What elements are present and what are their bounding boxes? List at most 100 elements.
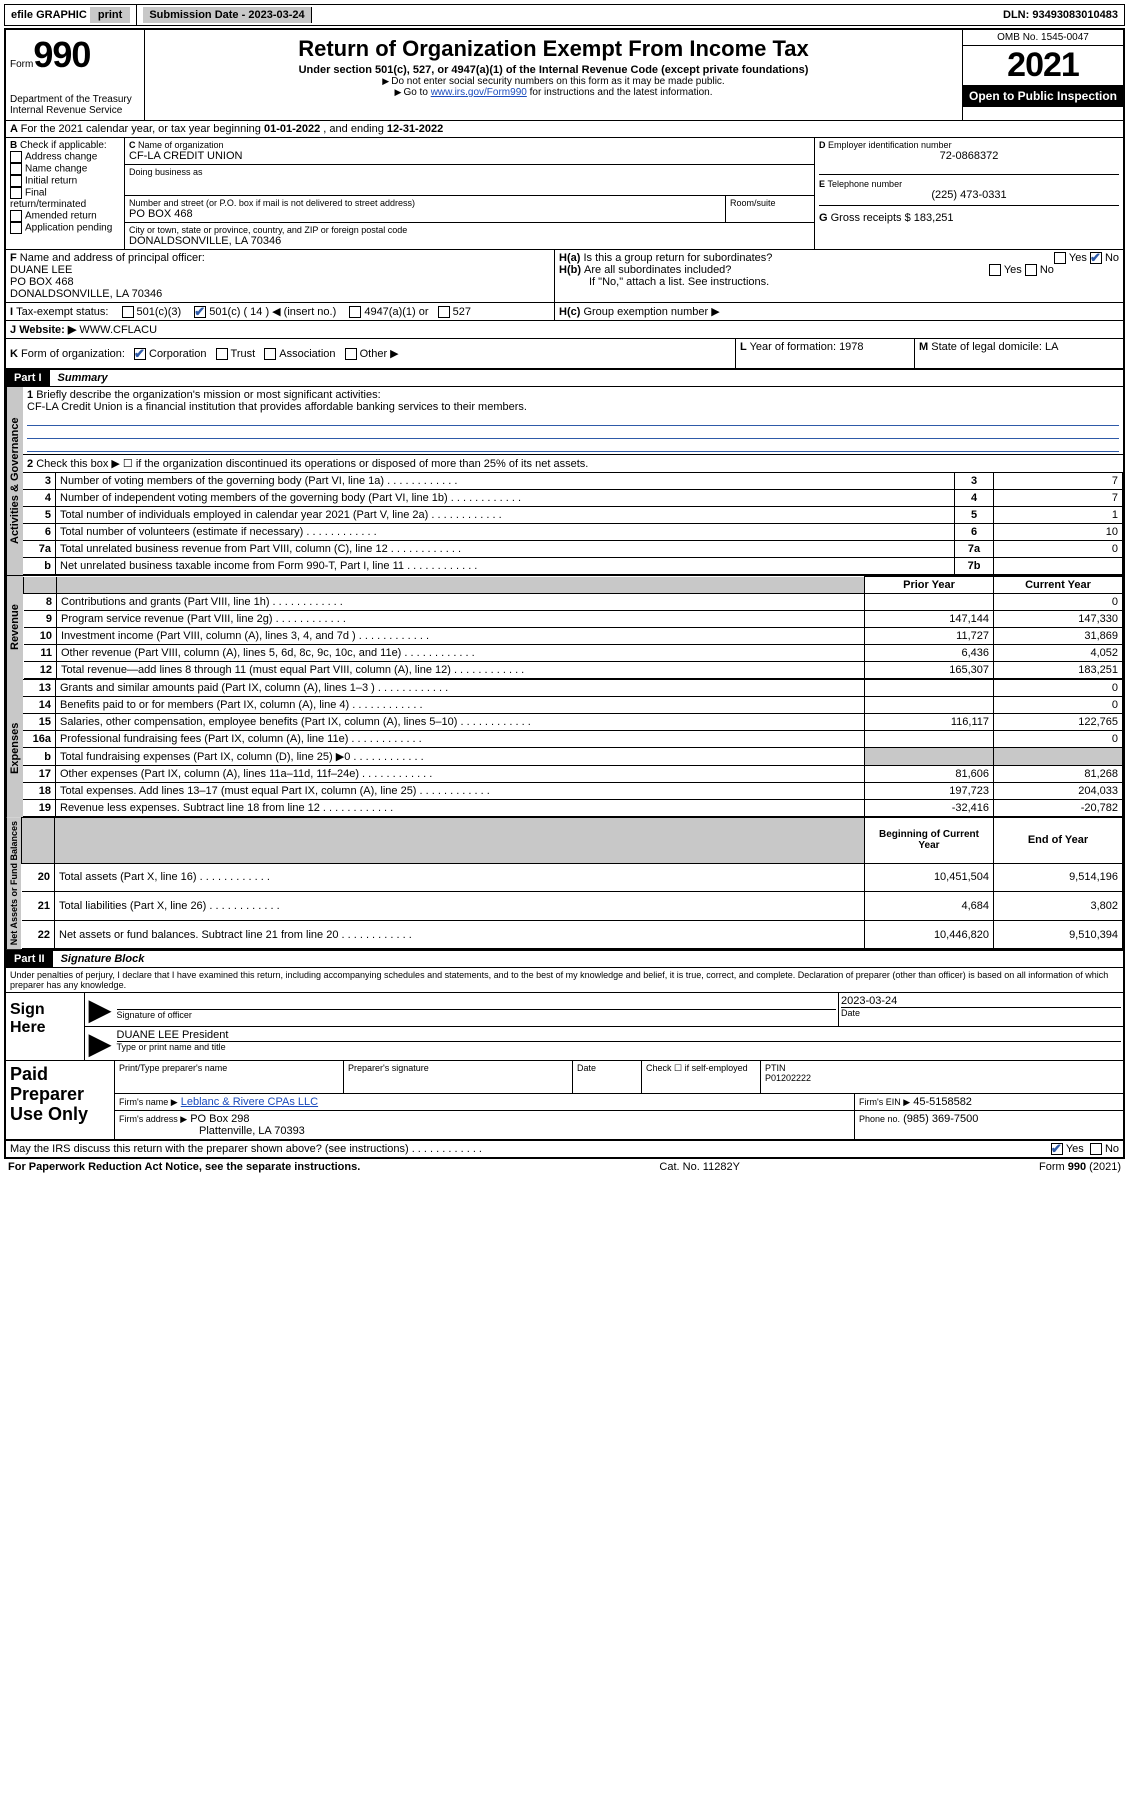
chk-final[interactable]: Final return/terminated — [10, 187, 120, 210]
gov-line: 7aTotal unrelated business revenue from … — [23, 541, 1123, 558]
ssn-note: Do not enter social security numbers on … — [153, 76, 954, 87]
gross-label: Gross receipts $ — [831, 212, 911, 224]
cat-no: Cat. No. 11282Y — [659, 1161, 740, 1173]
entity-block: B Check if applicable: Address change Na… — [6, 138, 1123, 250]
ptin-label: PTIN — [765, 1063, 786, 1073]
prep-phone: (985) 369-7500 — [903, 1113, 978, 1125]
revenue-block: Revenue Prior Year Current Year 8Contrib… — [6, 575, 1123, 679]
hdr-prior: Prior Year — [865, 577, 994, 594]
paid-label: Paid Preparer Use Only — [6, 1061, 115, 1139]
q1: Briefly describe the organization's miss… — [36, 389, 380, 401]
data-line: 17Other expenses (Part IX, column (A), l… — [23, 766, 1123, 783]
prep-date-label: Date — [573, 1061, 642, 1093]
chk-name[interactable]: Name change — [10, 163, 120, 175]
city-label: City or town, state or province, country… — [129, 225, 810, 235]
ein-label: Employer identification number — [828, 140, 952, 150]
street: PO BOX 468 — [129, 208, 721, 220]
data-line: 18Total expenses. Add lines 13–17 (must … — [23, 783, 1123, 800]
phone: (225) 473-0331 — [819, 189, 1119, 201]
h-b: H(b) Are all subordinates included? Yes … — [559, 264, 1119, 276]
h-a: H(a) Is this a group return for subordin… — [559, 252, 1119, 264]
data-line: 15Salaries, other compensation, employee… — [23, 714, 1123, 731]
paid-preparer-block: Paid Preparer Use Only Print/Type prepar… — [6, 1061, 1123, 1141]
chk-amended[interactable]: Amended return — [10, 210, 120, 222]
gov-line: 5Total number of individuals employed in… — [23, 507, 1123, 524]
line-a: A For the 2021 calendar year, or tax yea… — [6, 121, 1123, 138]
line-klm: K Form of organization: Corporation Trus… — [6, 339, 1123, 370]
form-subtitle: Under section 501(c), 527, or 4947(a)(1)… — [153, 64, 954, 76]
gov-line: bNet unrelated business taxable income f… — [23, 558, 1123, 575]
q2: Check this box ▶ ☐ if the organization d… — [36, 458, 588, 470]
room-label: Room/suite — [726, 196, 814, 222]
form-title: Return of Organization Exempt From Incom… — [153, 36, 954, 62]
data-line: bTotal fundraising expenses (Part IX, co… — [23, 748, 1123, 766]
data-line: 9Program service revenue (Part VIII, lin… — [24, 611, 1123, 628]
netassets-block: Net Assets or Fund Balances Beginning of… — [6, 817, 1123, 951]
hdr-beg: Beginning of Current Year — [865, 818, 994, 863]
footer: For Paperwork Reduction Act Notice, see … — [4, 1159, 1125, 1175]
chk-pending[interactable]: Application pending — [10, 222, 120, 234]
top-bar: efile GRAPHIC print Submission Date - 20… — [4, 4, 1125, 26]
org-name: CF-LA CREDIT UNION — [129, 150, 810, 162]
data-line: 22Net assets or fund balances. Subtract … — [22, 920, 1123, 949]
hdr-curr: Current Year — [994, 577, 1123, 594]
declaration: Under penalties of perjury, I declare th… — [6, 968, 1123, 993]
pra-notice: For Paperwork Reduction Act Notice, see … — [8, 1161, 360, 1173]
website: WWW.CFLACU — [79, 324, 157, 336]
chk-initial[interactable]: Initial return — [10, 175, 120, 187]
ptin: P01202222 — [765, 1073, 811, 1083]
mission: CF-LA Credit Union is a financial instit… — [27, 401, 527, 413]
officer-addr1: PO BOX 468 — [10, 276, 74, 288]
efile-label: efile GRAPHIC print — [5, 5, 137, 25]
officer-name: DUANE LEE — [10, 264, 72, 276]
gov-line: 3Number of voting members of the governi… — [23, 473, 1123, 490]
gov-lines: 3Number of voting members of the governi… — [23, 472, 1123, 575]
gov-line: 6Total number of volunteers (estimate if… — [23, 524, 1123, 541]
sig-date: 2023-03-24 — [841, 995, 1121, 1007]
form-number: 990 — [33, 34, 90, 75]
officer-type-label: Type or print name and title — [117, 1041, 1121, 1052]
arrow-icon: ▶ — [85, 1027, 115, 1060]
officer-label: Name and address of principal officer: — [20, 252, 205, 264]
part2-header: Part IISignature Block — [6, 951, 1123, 968]
dept-treasury: Department of the Treasury — [10, 94, 140, 105]
officer-printed: DUANE LEE President — [117, 1029, 1121, 1041]
expenses-block: Expenses 13Grants and similar amounts pa… — [6, 679, 1123, 817]
self-emp[interactable]: Check ☐ if self-employed — [642, 1061, 761, 1093]
goto-note: Go to www.irs.gov/Form990 for instructio… — [153, 87, 954, 98]
irs-label: Internal Revenue Service — [10, 105, 140, 116]
tab-governance: Activities & Governance — [6, 387, 23, 575]
data-line: 21Total liabilities (Part X, line 26)4,6… — [22, 892, 1123, 921]
part1-body: Activities & Governance 1 Briefly descri… — [6, 387, 1123, 575]
firm-link[interactable]: Leblanc & Rivere CPAs LLC — [181, 1096, 318, 1108]
part1-header: Part ISummary — [6, 370, 1123, 387]
tab-revenue: Revenue — [6, 576, 23, 679]
line-j: J Website: ▶ WWW.CFLACU — [6, 321, 1123, 339]
print-button[interactable]: print — [90, 7, 130, 23]
data-line: 19Revenue less expenses. Subtract line 1… — [23, 800, 1123, 817]
tab-expenses: Expenses — [6, 679, 23, 817]
data-line: 16aProfessional fundraising fees (Part I… — [23, 731, 1123, 748]
may-irs: May the IRS discuss this return with the… — [6, 1141, 1123, 1157]
gov-line: 4Number of independent voting members of… — [23, 490, 1123, 507]
street-label: Number and street (or P.O. box if mail i… — [129, 198, 721, 208]
data-line: 8Contributions and grants (Part VIII, li… — [24, 594, 1123, 611]
open-inspection: Open to Public Inspection — [963, 85, 1123, 107]
ein: 72-0868372 — [819, 150, 1119, 162]
phone-label: Telephone number — [828, 179, 903, 189]
tax-year: 2021 — [963, 46, 1123, 85]
chk-address[interactable]: Address change — [10, 151, 120, 163]
data-line: 11Other revenue (Part VIII, column (A), … — [24, 645, 1123, 662]
prep-name-label: Print/Type preparer's name — [115, 1061, 344, 1093]
irs-link[interactable]: www.irs.gov/Form990 — [431, 87, 527, 98]
sig-officer-label: Signature of officer — [117, 1009, 836, 1020]
data-line: 13Grants and similar amounts paid (Part … — [23, 680, 1123, 697]
arrow-icon: ▶ — [85, 993, 115, 1026]
firm-addr1: PO Box 298 — [190, 1113, 249, 1125]
firm-addr2: Plattenville, LA 70393 — [119, 1125, 305, 1137]
officer-addr2: DONALDSONVILLE, LA 70346 — [10, 288, 162, 300]
line-i: I Tax-exempt status: 501(c)(3) 501(c) ( … — [6, 303, 1123, 321]
f-h-block: F Name and address of principal officer:… — [6, 250, 1123, 303]
domicile: LA — [1045, 341, 1058, 353]
year-formation: 1978 — [839, 341, 863, 353]
